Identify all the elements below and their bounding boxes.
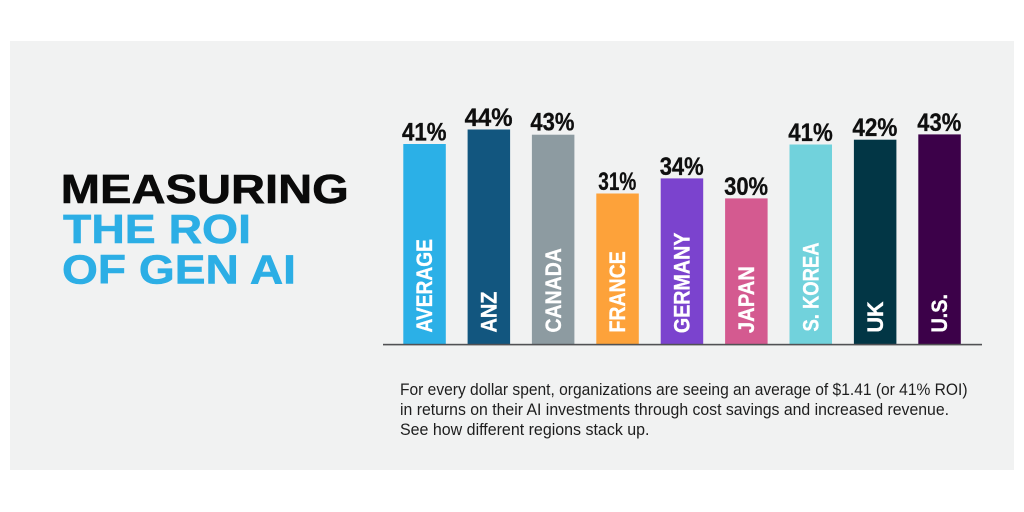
svg-text:OF GEN AI: OF GEN AI — [62, 247, 296, 293]
svg-text:UK: UK — [863, 301, 888, 332]
svg-text:See how different regions stac: See how different regions stack up. — [400, 421, 650, 439]
svg-text:MEASURING: MEASURING — [61, 166, 349, 212]
svg-text:41%: 41% — [402, 119, 447, 147]
svg-text:44%: 44% — [465, 104, 513, 132]
svg-text:43%: 43% — [917, 109, 961, 137]
svg-text:30%: 30% — [724, 173, 768, 201]
svg-text:ANZ: ANZ — [477, 292, 502, 333]
svg-text:34%: 34% — [660, 153, 704, 181]
svg-text:in returns on their AI investm: in returns on their AI investments throu… — [400, 401, 949, 419]
svg-text:U.S.: U.S. — [927, 294, 952, 333]
svg-text:S. KOREA: S. KOREA — [798, 242, 823, 331]
svg-text:43%: 43% — [530, 108, 574, 136]
svg-text:JAPAN: JAPAN — [734, 266, 759, 333]
svg-text:THE ROI: THE ROI — [63, 206, 251, 252]
svg-text:CANADA: CANADA — [541, 248, 566, 332]
svg-text:FRANCE: FRANCE — [605, 251, 630, 332]
svg-text:For every dollar spent, organi: For every dollar spent, organizations ar… — [400, 381, 968, 399]
svg-text:31%: 31% — [598, 168, 636, 196]
svg-text:AVERAGE: AVERAGE — [412, 239, 437, 332]
svg-text:41%: 41% — [788, 119, 833, 147]
svg-text:42%: 42% — [852, 114, 897, 142]
svg-text:GERMANY: GERMANY — [670, 232, 695, 333]
